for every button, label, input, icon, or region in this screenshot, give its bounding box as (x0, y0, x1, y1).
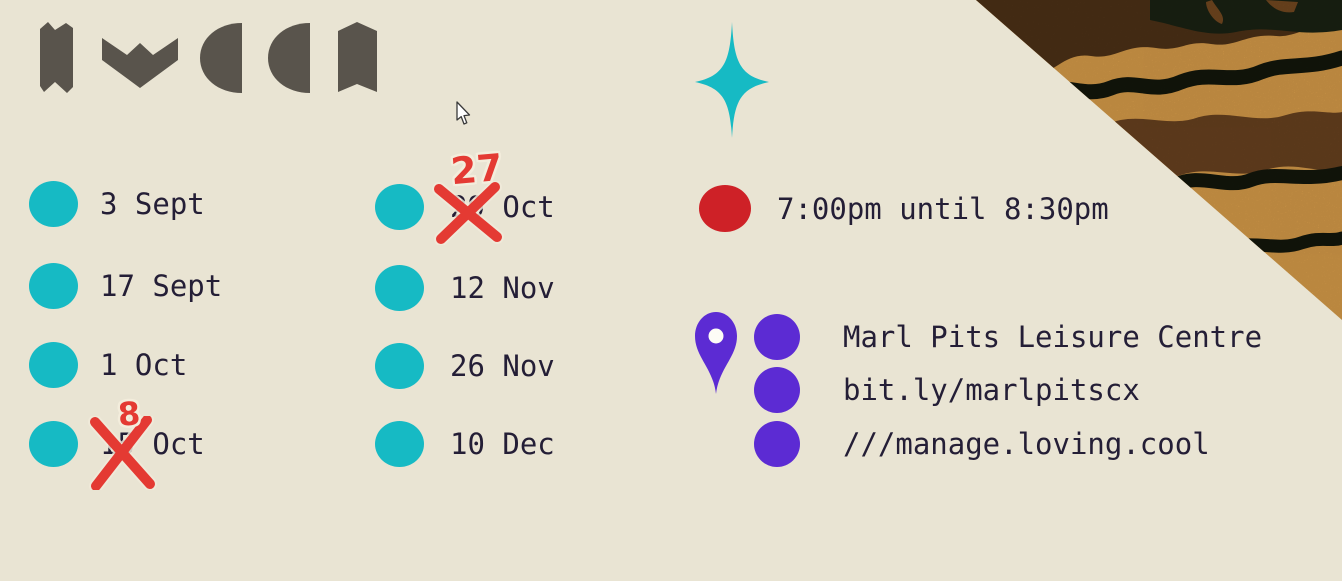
sparkle-icon (695, 22, 769, 138)
date-label: 3 Sept (100, 187, 205, 221)
date-label: 17 Sept (100, 269, 223, 303)
teal-bullet-icon (29, 342, 78, 388)
date-row: 1 Oct (29, 342, 187, 388)
date-row: 3 Sept (29, 181, 205, 227)
date-row: 17 Sept (29, 263, 222, 309)
cross-out-icon (88, 416, 157, 490)
time-row: 7:00pm until 8:30pm (699, 185, 1109, 232)
teal-bullet-icon (375, 343, 424, 389)
teal-bullet-icon (375, 265, 424, 311)
date-label: 10 Dec (450, 427, 555, 461)
date-row: 10 Dec (375, 421, 555, 467)
teal-bullet-icon (375, 421, 424, 467)
date-label: 12 Nov (450, 271, 555, 305)
tiger-stripe-corner-image (976, 0, 1342, 320)
venue-what3words-label: ///manage.loving.cool (843, 427, 1210, 461)
venue-name-label: Marl Pits Leisure Centre (843, 320, 1263, 354)
purple-bullet-icon (754, 421, 800, 467)
teal-bullet-icon (29, 263, 78, 309)
time-label: 7:00pm until 8:30pm (777, 191, 1109, 226)
correction-label: 27 (449, 145, 505, 194)
venue-row: ///manage.loving.cool (754, 421, 1210, 467)
venue-row: bit.ly/marlpitscx (754, 367, 1140, 413)
teal-bullet-icon (29, 181, 78, 227)
mouse-cursor-icon (456, 101, 471, 125)
teal-bullet-icon (375, 184, 424, 230)
correction-label: 8 (116, 394, 142, 434)
abstract-shapes-logo (40, 22, 377, 93)
date-label: 26 Nov (450, 349, 555, 383)
purple-bullet-icon (754, 367, 800, 413)
map-pin-icon (695, 312, 737, 394)
teal-bullet-icon (29, 421, 78, 467)
cross-out-icon (432, 181, 504, 245)
venue-row: Marl Pits Leisure Centre (754, 314, 1262, 360)
date-label: 1 Oct (100, 348, 188, 382)
red-bullet-icon (699, 185, 751, 232)
venue-link-label: bit.ly/marlpitscx (843, 373, 1140, 407)
purple-bullet-icon (754, 314, 800, 360)
date-row: 26 Nov (375, 343, 555, 389)
date-row: 12 Nov (375, 265, 555, 311)
